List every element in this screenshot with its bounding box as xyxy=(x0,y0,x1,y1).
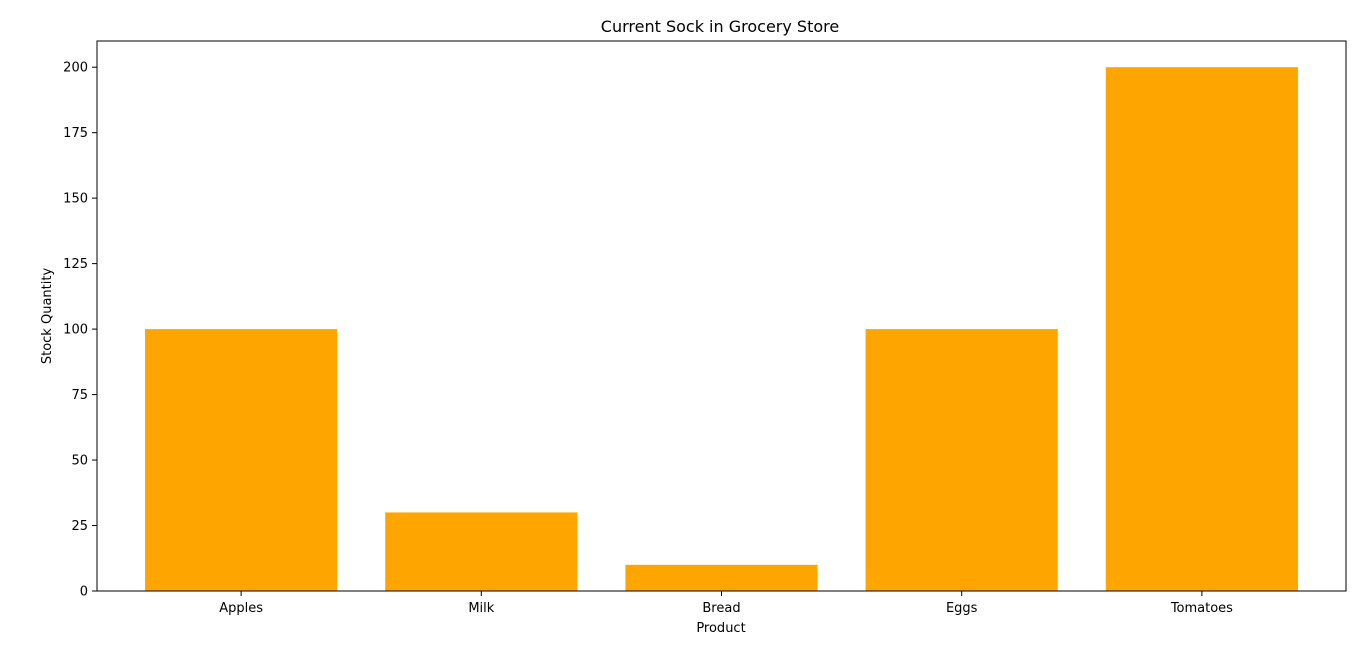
x-tick-label: Tomatoes xyxy=(1170,601,1233,616)
x-axis: Apples Milk Bread Eggs Tomatoes xyxy=(219,591,1233,616)
bar-eggs xyxy=(865,329,1058,591)
x-tick-label: Eggs xyxy=(946,601,978,616)
y-tick-label: 75 xyxy=(71,388,88,403)
y-tick-label: 125 xyxy=(63,257,88,272)
y-tick-label: 100 xyxy=(63,323,88,338)
y-tick-label: 25 xyxy=(71,519,88,534)
y-tick-label: 175 xyxy=(63,126,88,141)
bar-tomatoes xyxy=(1105,67,1298,591)
y-tick-label: 50 xyxy=(71,454,88,469)
x-tick-label: Milk xyxy=(468,601,494,616)
x-tick-label: Apples xyxy=(219,601,263,616)
x-axis-label: Product xyxy=(696,621,745,636)
y-axis-label: Stock Quantity xyxy=(40,268,55,365)
bar-apples xyxy=(145,329,338,591)
bar-bread xyxy=(625,564,818,591)
y-tick-label: 150 xyxy=(63,192,88,207)
chart-title: Current Sock in Grocery Store xyxy=(601,17,839,36)
y-tick-label: 0 xyxy=(80,585,88,600)
x-tick-label: Bread xyxy=(702,601,740,616)
bars-group xyxy=(145,67,1298,591)
y-axis: 0 25 50 75 100 125 150 175 200 xyxy=(63,61,97,600)
y-tick-label: 200 xyxy=(63,61,88,76)
bar-milk xyxy=(385,512,578,591)
